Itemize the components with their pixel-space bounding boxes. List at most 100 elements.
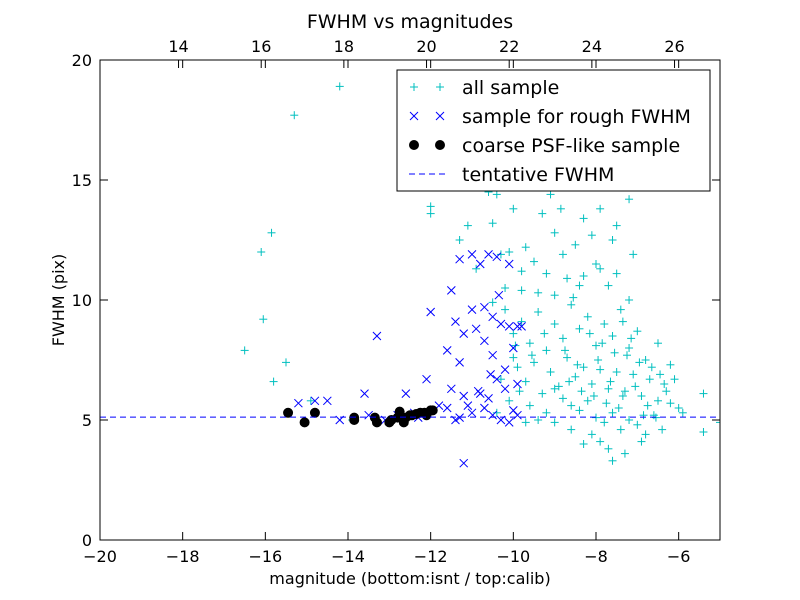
- point-plus-71: [521, 377, 530, 386]
- point-plus-95: [600, 418, 609, 427]
- point-x-54-b: [486, 370, 495, 379]
- point-plus-106: [699, 389, 708, 398]
- point-x-43: [459, 458, 469, 468]
- point-plus-110: [608, 456, 617, 465]
- point-plus-119: [670, 375, 679, 384]
- x-top-tick-label: 20: [416, 37, 436, 56]
- point-x-13-b: [492, 252, 502, 262]
- point-plus-131: [521, 418, 530, 427]
- point-circle-1: [299, 417, 310, 428]
- point-plus-76: [563, 353, 572, 362]
- point-x-34-b: [508, 406, 518, 415]
- point-x-39: [488, 410, 498, 420]
- point-x-22: [513, 322, 522, 331]
- point-plus-15: [488, 219, 497, 228]
- point-plus-118: [654, 339, 662, 348]
- legend-entry: coarse PSF-like sample: [409, 135, 680, 157]
- point-x-4: [401, 389, 411, 398]
- point-plus-139: [635, 358, 644, 367]
- data-marks: [100, 70, 720, 468]
- point-plus-151: [602, 399, 611, 408]
- point-plus-159: [569, 293, 578, 302]
- axes: −20 −18 −16 −14 −12 −10 −8 −6 0 5 10 15 20 14 16 18 20 22…: [72, 37, 720, 566]
- y-tick-label: 10: [72, 291, 92, 310]
- point-plus-81: [604, 384, 613, 393]
- point-x-44-b: [451, 415, 460, 425]
- point-plus-123: [563, 274, 572, 283]
- x-top-tick-label: 26: [664, 37, 684, 56]
- point-plus-3: [267, 228, 276, 237]
- point-x-41-b: [504, 418, 514, 427]
- point-plus-73: [538, 389, 547, 398]
- point-plus-147: [643, 401, 652, 410]
- legend-swatch-circle-a: [409, 140, 419, 150]
- point-plus-21: [538, 209, 547, 218]
- point-x-9-b: [455, 254, 464, 264]
- point-plus-55: [525, 339, 534, 348]
- point-plus-124: [534, 288, 543, 297]
- point-x-37: [467, 408, 477, 418]
- y-tick-label: 5: [82, 411, 92, 430]
- point-x-13: [492, 252, 502, 262]
- point-plus-144: [606, 377, 615, 386]
- point-x-3-b: [360, 389, 369, 398]
- point-plus-133: [550, 384, 559, 393]
- legend-swatch-plus-a: [410, 83, 418, 91]
- point-x-32: [492, 374, 502, 384]
- legend-entry: sample for rough FWHM: [409, 106, 691, 128]
- point-x-37-b: [467, 408, 477, 418]
- point-plus-51: [625, 296, 634, 304]
- point-x-39-b: [488, 410, 498, 420]
- point-plus-126: [488, 298, 497, 307]
- point-plus-138: [623, 351, 631, 360]
- legend-label: tentative FWHM: [462, 164, 614, 186]
- point-x-28: [446, 384, 456, 394]
- point-x-19: [488, 312, 498, 322]
- point-plus-89: [674, 404, 683, 412]
- point-plus-58: [550, 320, 559, 328]
- point-x-22-b: [513, 322, 522, 331]
- point-plus-103: [666, 399, 675, 408]
- point-plus-27: [608, 236, 617, 244]
- point-plus-87: [654, 396, 662, 405]
- point-plus-75: [554, 382, 563, 391]
- point-x-35-b: [442, 403, 452, 413]
- point-x-25: [488, 350, 498, 360]
- point-plus-136: [598, 339, 607, 348]
- point-x-12: [484, 250, 493, 259]
- point-plus-79: [587, 380, 596, 388]
- point-x-21: [504, 322, 514, 331]
- point-plus-37: [550, 228, 559, 237]
- y-tick-label: 0: [82, 531, 92, 550]
- point-x-55: [517, 322, 526, 331]
- legend-box: [396, 69, 711, 192]
- point-x-19-b: [488, 312, 498, 322]
- chart-title: FWHM vs magnitudes: [307, 11, 513, 33]
- point-plus-54: [517, 317, 526, 326]
- point-x-20: [496, 319, 506, 329]
- point-plus-57: [542, 346, 551, 355]
- point-x-33: [500, 384, 510, 394]
- point-x-16: [459, 329, 469, 338]
- point-plus-121: [592, 260, 600, 268]
- point-x-5-b: [422, 374, 431, 384]
- x-tick-label: −8: [584, 547, 608, 566]
- point-plus-70: [513, 363, 522, 372]
- point-x-38-b: [480, 403, 489, 413]
- point-x-14-b: [442, 346, 452, 355]
- point-x-52: [463, 401, 473, 410]
- point-plus-132: [534, 416, 543, 424]
- point-plus-160: [618, 317, 627, 326]
- point-x-11-b: [475, 259, 485, 269]
- point-plus-25: [579, 214, 588, 223]
- point-plus-82: [612, 368, 621, 376]
- point-plus-47: [587, 231, 596, 240]
- point-plus-13: [455, 236, 464, 244]
- point-plus-41: [530, 257, 538, 266]
- point-x-0: [294, 398, 303, 408]
- point-x-21-b: [504, 322, 514, 331]
- y-tick-label: 15: [72, 171, 92, 190]
- point-x-55-b: [517, 322, 526, 331]
- point-x-29: [459, 391, 469, 401]
- point-plus-152: [589, 392, 598, 400]
